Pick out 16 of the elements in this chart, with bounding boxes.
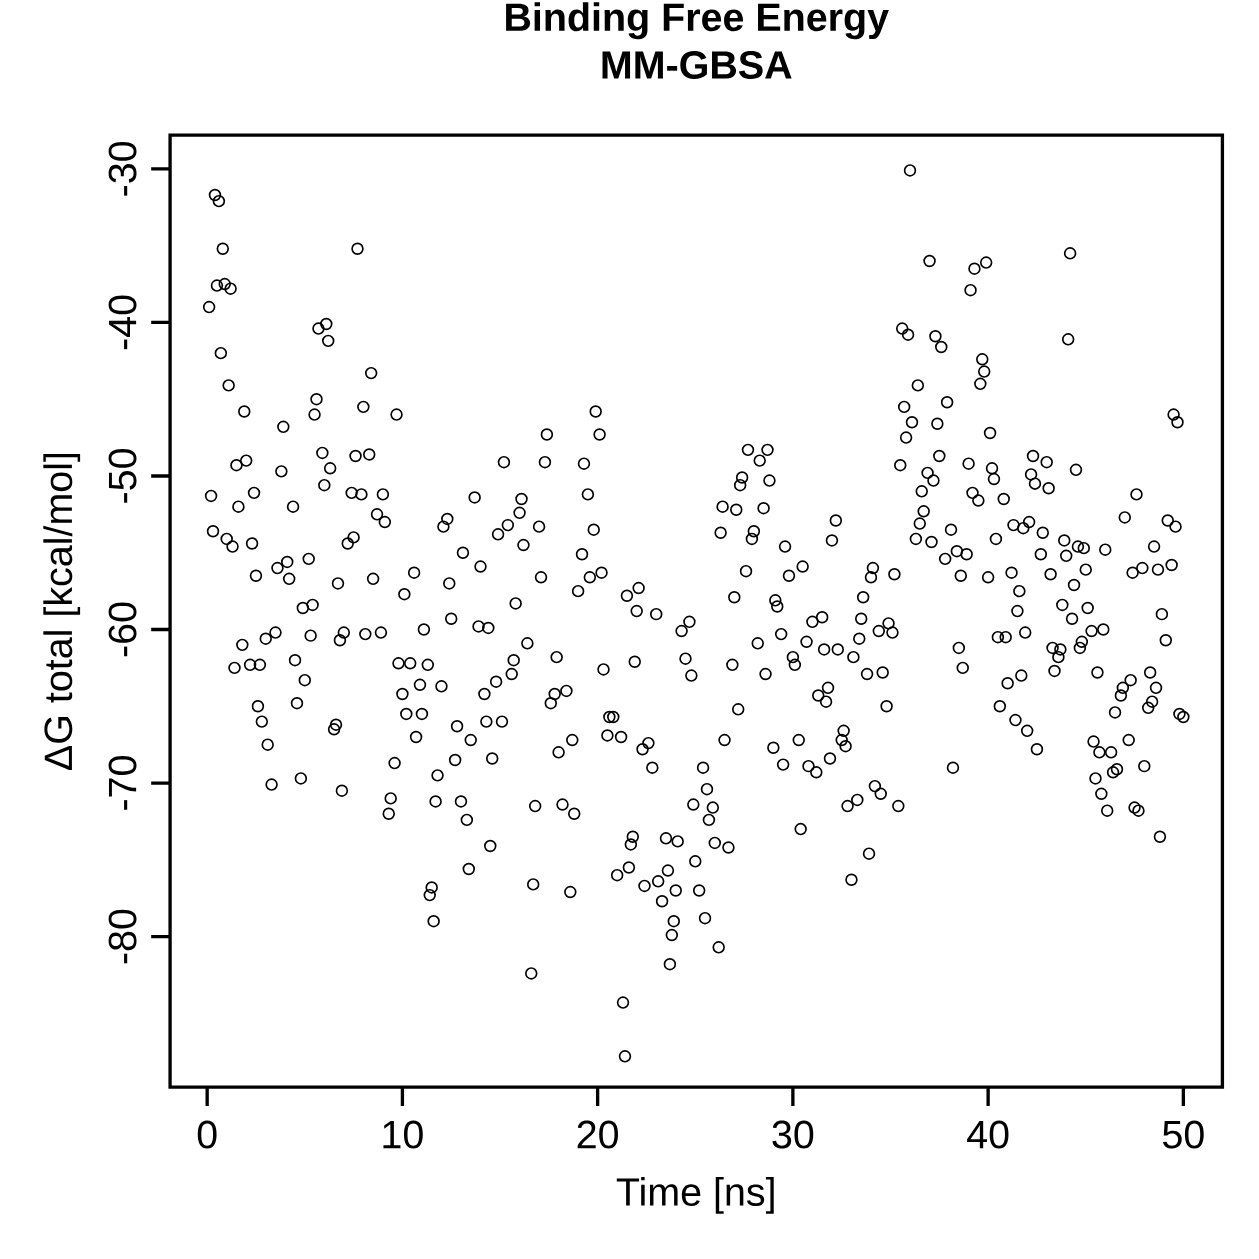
x-tick-label: 10 bbox=[383, 1120, 423, 1149]
chart-subtitle: MM-GBSA bbox=[602, 51, 792, 79]
y-tick-label: -60 bbox=[108, 602, 137, 657]
y-tick-label: -70 bbox=[108, 756, 137, 810]
chart-title: Binding Free Energy bbox=[506, 2, 889, 40]
y-tick-label: -80 bbox=[108, 909, 137, 964]
x-axis-title: Time [ns] bbox=[616, 1177, 774, 1214]
x-tick-label: 50 bbox=[1162, 1120, 1204, 1149]
y-tick-label: -50 bbox=[108, 449, 137, 503]
y-tick-label: -30 bbox=[108, 141, 137, 196]
x-tick-label: 0 bbox=[197, 1120, 217, 1149]
y-tick-label: -40 bbox=[108, 295, 137, 350]
x-tick-label: 20 bbox=[577, 1120, 619, 1149]
x-tick-label: 30 bbox=[772, 1120, 814, 1149]
y-axis-title: ΔG total [kcal/mol] bbox=[43, 453, 81, 770]
x-tick-label: 40 bbox=[967, 1120, 1009, 1149]
